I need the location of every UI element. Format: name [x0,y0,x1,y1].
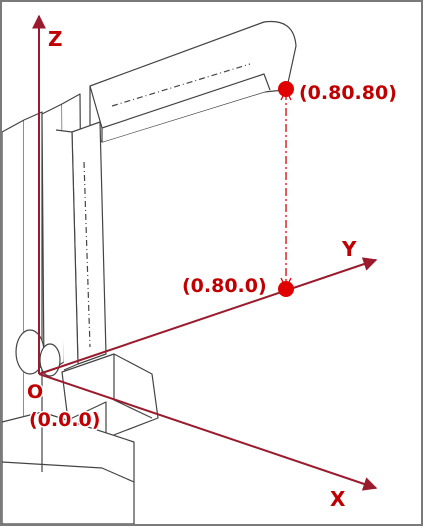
top-point-marker [278,81,294,97]
robot-arm-drawing [2,20,297,524]
x-axis-label: X [330,487,346,511]
top-point-coord-label: (0.80.80) [299,82,397,104]
z-axis-label: Z [48,27,63,51]
mid-point-marker [278,281,294,297]
x-axis [38,373,378,491]
y-axis-label: Y [341,237,357,261]
mid-point-coord-label: (0.80.0) [182,275,267,297]
origin-coord-label: (0.0.0) [29,409,100,431]
origin-label: O [27,381,43,403]
y-axis [38,257,378,375]
